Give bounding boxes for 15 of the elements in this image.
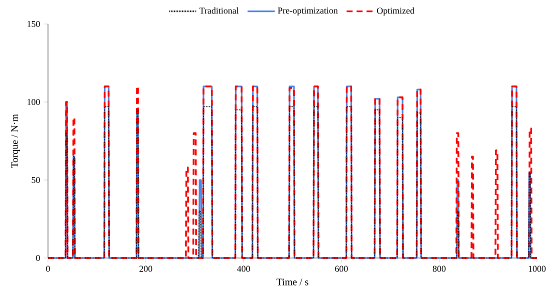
y-tick-label: 100 [28, 98, 40, 106]
legend-label: Traditional [199, 7, 239, 14]
x-tick-label: 800 [432, 266, 446, 272]
x-tick-label: 400 [237, 266, 250, 272]
legend-label: Pre-optimization [278, 8, 338, 16]
x-tick-label: 600 [335, 266, 348, 272]
legend-label: Optimized [377, 7, 414, 16]
y-tick-label: 50 [32, 176, 40, 184]
y-tick-label: 150 [28, 20, 40, 28]
y-axis-title: Torque / N·m [11, 114, 20, 168]
x-tick-label: 200 [139, 266, 152, 272]
x-tick-label: 0 [46, 266, 50, 272]
x-tick-label: 1000 [528, 266, 546, 272]
x-axis-title: Time / s [276, 278, 308, 286]
y-tick-label: 0 [36, 254, 40, 262]
